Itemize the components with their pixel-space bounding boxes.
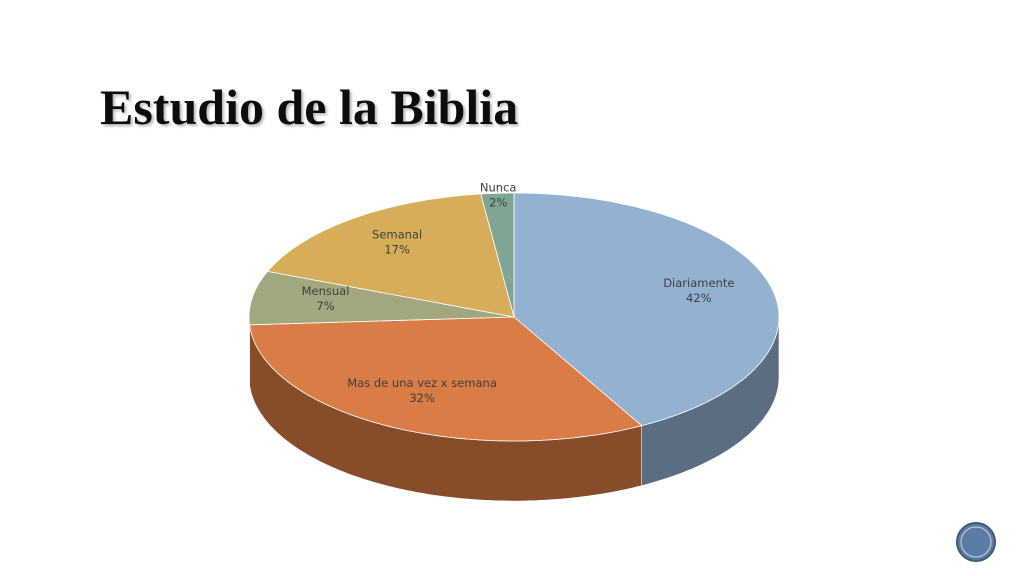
slice <box>248 270 515 326</box>
slice <box>249 316 643 442</box>
logo <box>956 522 996 562</box>
slice-value-label: 42% <box>686 291 712 305</box>
slice-value-label: 17% <box>384 243 410 257</box>
slice-side <box>248 317 250 385</box>
slice-label: Semanal <box>372 228 422 242</box>
slice-label: Mas de una vez x semana <box>347 376 497 390</box>
slice-label: Nunca <box>480 180 517 194</box>
slice-value-label: 7% <box>316 299 334 313</box>
slice-label: Mensual <box>302 284 350 298</box>
slice-value-label: 2% <box>489 195 507 209</box>
slice <box>513 192 780 427</box>
slice <box>480 192 515 318</box>
slice-value-label: 32% <box>409 391 435 405</box>
slide-title: Estudio de la Biblia <box>100 79 518 135</box>
slice <box>266 193 515 318</box>
slice-label: Diariamente <box>663 276 734 290</box>
